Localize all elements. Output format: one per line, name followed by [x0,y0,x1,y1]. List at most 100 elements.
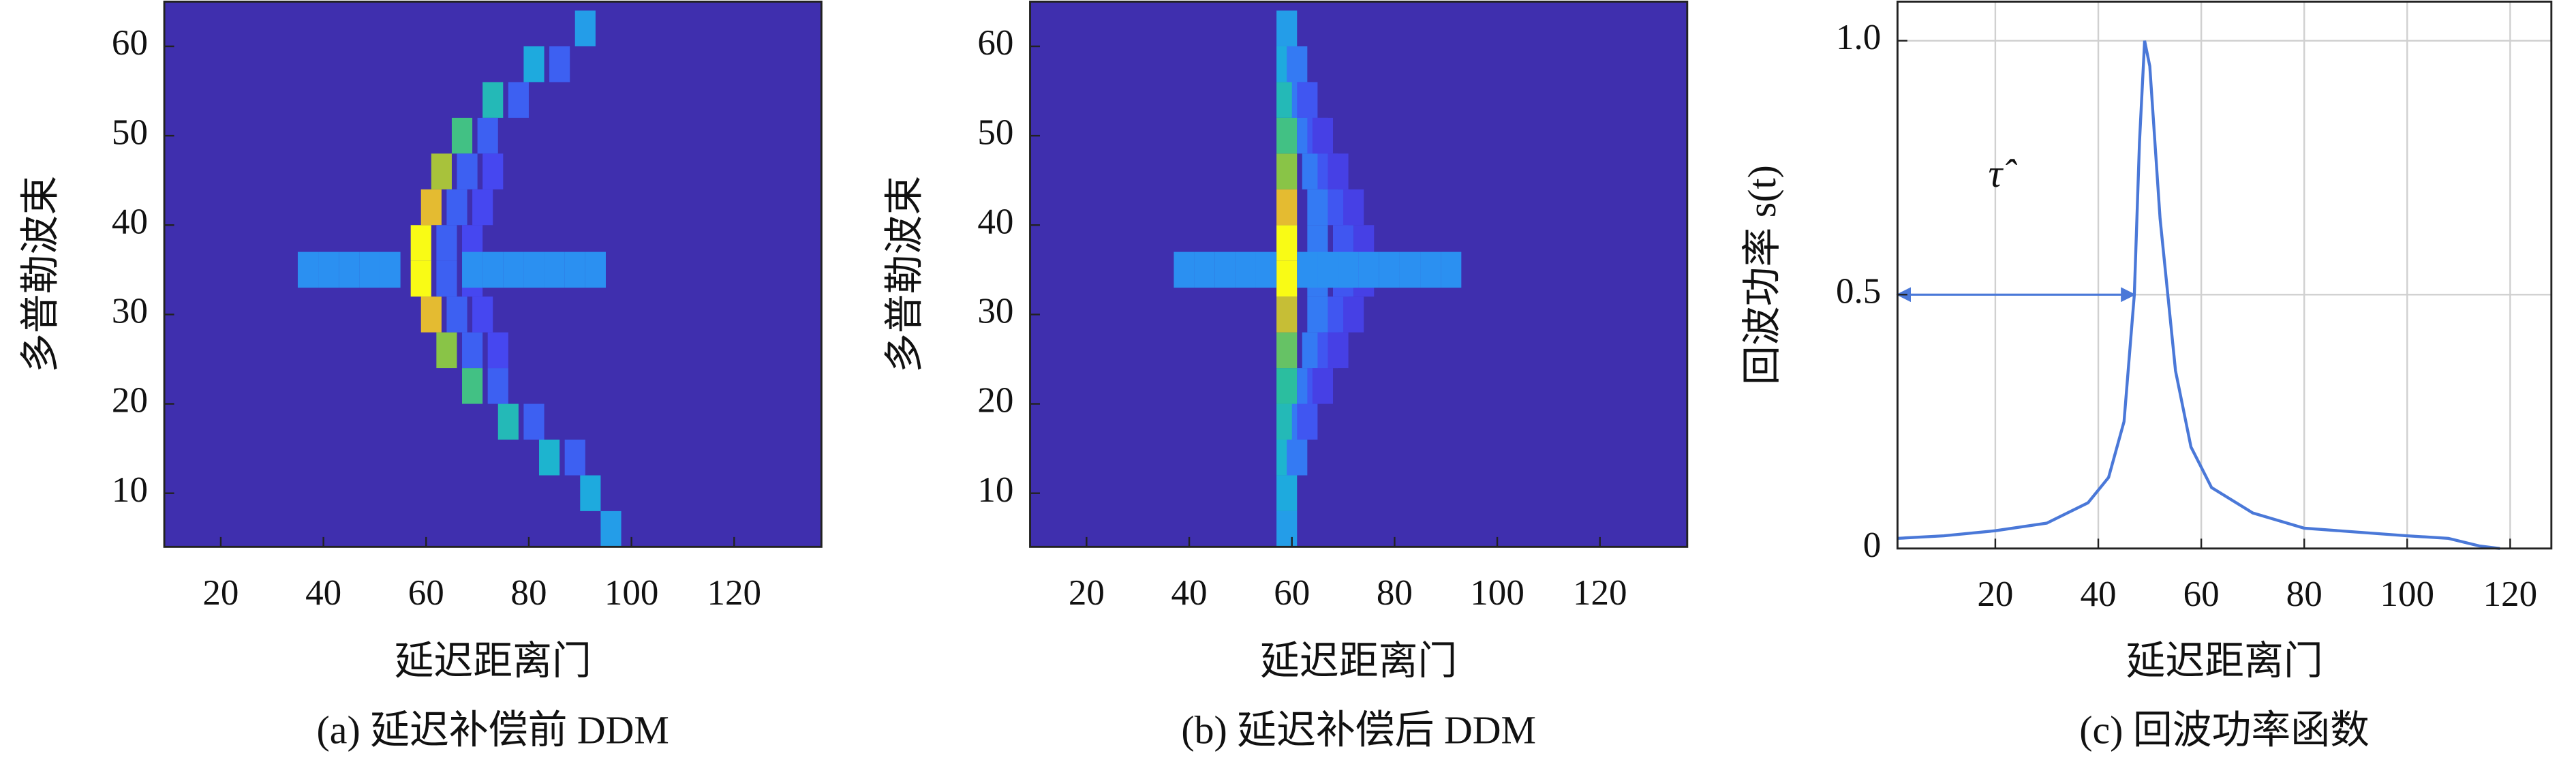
y-tick-label: 20 [977,381,1013,421]
y-tick-label: 30 [977,292,1013,331]
y-tick-label: 0 [1863,525,1882,565]
heatmap-cell [1276,225,1298,261]
heatmap-cell [539,439,560,476]
x-tick-label: 120 [707,573,762,613]
x-tick-label: 20 [1977,575,2013,614]
caption: (a) 延迟补偿前 DDM [317,707,669,752]
heatmap-cell [1297,252,1318,288]
heatmap-cell [585,252,606,288]
heatmap-cell [1343,189,1364,226]
heatmap-cell [1379,252,1400,288]
x-tick-label: 40 [1171,573,1208,613]
x-tick-label: 120 [2483,575,2538,614]
heatmap-cell [1358,252,1379,288]
heatmap-cell [462,368,483,404]
heatmap-cell [523,252,545,288]
y-tick-label: 0.5 [1836,271,1881,311]
heatmap-cell [1276,475,1298,511]
heatmap-cell [297,252,319,288]
x-axis-label: 延迟距离门 [395,639,592,683]
caption: (b) 延迟补偿后 DDM [1181,707,1536,752]
line [1897,40,2500,550]
y-tick-label: 40 [112,202,148,241]
y-tick-label: 50 [112,112,148,152]
heatmap-cell [1174,252,1195,288]
heatmap-cell [1276,368,1298,404]
x-axis-label: 延迟距离门 [2126,639,2322,683]
y-tick-label: 1.0 [1836,18,1881,57]
x-tick-label: 60 [1274,573,1310,613]
plot-frame [1029,0,1689,548]
heatmap-cell [1276,510,1298,547]
heatmap-cell [1441,252,1462,288]
heatmap-cell [1343,296,1364,333]
heatmap-cell [523,46,545,82]
x-tick-label: 80 [510,573,547,613]
heatmap-cell [549,46,570,82]
heatmap-cell [1194,252,1215,288]
x-tick-label: 60 [2183,575,2220,614]
heatmap-cell [1276,10,1298,46]
x-axis-label: 延迟距离门 [1260,639,1457,683]
heatmap-cell [1312,117,1333,154]
heatmap-cell [1276,332,1298,369]
x-tick-label: 80 [1377,573,1413,613]
x-tick-label: 100 [604,573,659,613]
heatmap-cell [410,225,431,261]
y-tick-label: 50 [977,112,1013,152]
x-tick-label: 120 [1573,573,1627,613]
x-tick-label: 100 [1470,573,1524,613]
y-tick-label: 20 [112,381,148,421]
heatmap-cell [1307,189,1328,226]
heatmap-cell [1338,252,1359,288]
x-tick-label: 100 [2380,575,2435,614]
heatmap-cell [472,296,493,333]
heatmap-cell [1255,252,1277,288]
heatmap-cell [410,260,431,297]
heatmap-cell [380,252,401,288]
heatmap-cell [523,403,545,440]
heatmap-cell [1287,439,1308,476]
heatmap-cell [1276,153,1298,189]
x-tick-label: 20 [1069,573,1105,613]
x-tick-label: 80 [2286,575,2322,614]
plot-frame [163,0,823,548]
heatmap-cell [1276,117,1298,154]
heatmap-cell [446,189,467,226]
heatmap-cell [580,475,601,511]
y-tick-label: 40 [977,202,1013,241]
heatmap-cell [1312,368,1333,404]
heatmap-cell [318,252,339,288]
plot-frame [1896,0,2553,550]
heatmap-cell [420,189,442,226]
y-tick-label: 30 [112,292,148,331]
y-axis-label: 回波功率 s(t) [1740,165,1784,385]
heatmap-cell [497,403,519,440]
x-tick-label: 60 [408,573,444,613]
heatmap-cell [1235,252,1256,288]
heatmap-cell [564,252,585,288]
heatmap-cell [451,117,473,154]
heatmap-cell [462,332,483,369]
heatmap-cell [482,82,504,118]
heatmap-cell [1328,332,1349,369]
heatmap-cell [477,117,498,154]
heatmap-cell [339,252,360,288]
heatmap-cell [457,153,478,189]
y-tick-label: 60 [112,23,148,63]
y-axis-label: 多普勒波束 [882,176,926,373]
heatmap-cell [544,252,565,288]
heatmap-cell [487,332,508,369]
heatmap-cell [482,252,504,288]
heatmap-cell [1307,296,1328,333]
heatmap-cell [436,260,457,297]
caption: (c) 回波功率函数 [2079,707,2370,752]
heatmap-cell [420,296,442,333]
heatmap-cell [462,252,483,288]
heatmap-cell [508,82,529,118]
heatmap-cell [472,189,493,226]
annotation: τ̂ [1989,151,2018,196]
heatmap-cell [436,225,457,261]
